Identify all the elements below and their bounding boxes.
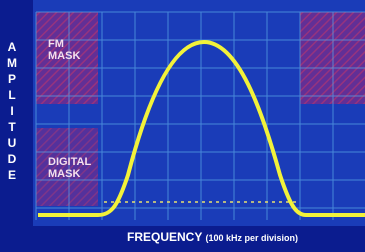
mask-label: FM MASK — [48, 38, 80, 62]
mask-label-line: FM — [48, 38, 80, 50]
y-axis-label: AMPLITUDE — [4, 40, 20, 184]
mask-label-line: DIGITAL — [48, 156, 91, 168]
x-axis-label: FREQUENCY (100 kHz per division) — [0, 230, 365, 244]
mask-label-line: MASK — [48, 50, 80, 62]
screen: FM MASK DIGITAL MASK AMPLITUDE FREQUENCY… — [0, 0, 365, 252]
mask-label: DIGITAL MASK — [48, 156, 91, 180]
mask-label-line: MASK — [48, 168, 91, 180]
x-axis-label-note: (100 kHz per division) — [205, 233, 298, 243]
x-axis-label-main: FREQUENCY — [127, 230, 202, 244]
